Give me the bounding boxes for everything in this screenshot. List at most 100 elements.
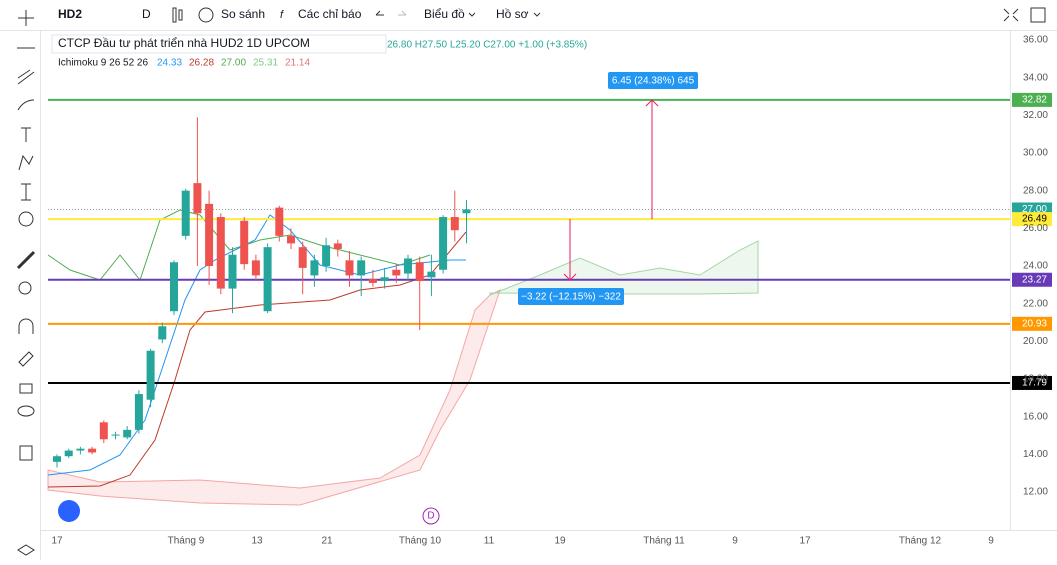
- annotation: −3.22 (−12.15%) −322: [521, 292, 621, 303]
- candle-body: [53, 456, 61, 462]
- candle-icon[interactable]: [172, 7, 177, 23]
- price-label: 16.00: [1023, 411, 1048, 422]
- indicator-value: 26.28: [189, 58, 214, 69]
- lock[interactable]: [19, 383, 33, 394]
- arrow-down: [563, 273, 577, 281]
- indicators[interactable]: Các chỉ báo: [298, 7, 362, 21]
- level-label: 20.93: [1022, 318, 1047, 329]
- candle-body: [345, 260, 354, 276]
- date-label: Tháng 12: [899, 536, 942, 547]
- pattern-tool[interactable]: [18, 154, 34, 171]
- candle-body: [228, 254, 237, 289]
- magnet[interactable]: [18, 318, 34, 334]
- price-label: 32.00: [1023, 110, 1048, 121]
- fullscreen[interactable]: [1003, 8, 1019, 22]
- text-tool[interactable]: [21, 127, 31, 142]
- candle-body: [439, 217, 448, 270]
- redo[interactable]: [398, 10, 407, 16]
- candle-body: [380, 277, 389, 282]
- candle-body: [99, 422, 108, 440]
- legend-name: CTCP Đầu tư phát triển nhà HUD2 1D UPCOM: [58, 36, 310, 50]
- price-label: 18.00: [1023, 374, 1048, 385]
- level-tag: [1012, 92, 1052, 107]
- candle-body: [263, 247, 272, 312]
- dividend-marker[interactable]: [422, 507, 440, 525]
- candle-body: [450, 217, 459, 231]
- chart-menu[interactable]: Biểu đồ: [424, 7, 465, 21]
- topbar: HD2 D So sánh f Các chỉ báo Biểu đồ Hồ s…: [58, 7, 1046, 23]
- ruler[interactable]: [16, 250, 36, 270]
- candle-body: [88, 448, 97, 453]
- level-tag: [1012, 272, 1052, 287]
- date-label: 17: [51, 536, 63, 547]
- visibility[interactable]: [17, 405, 35, 417]
- date-label: Tháng 11: [643, 536, 685, 547]
- candle-body: [404, 258, 412, 274]
- date-label: 19: [554, 536, 566, 547]
- axes: 36.00 34.00 32.00 30.00 28.00 26.00 24.00 22.00…: [51, 35, 1048, 547]
- lock-drawing[interactable]: [18, 351, 34, 367]
- screenshot[interactable]: [1030, 7, 1046, 23]
- price-label: 36.00: [1023, 35, 1048, 46]
- symbol[interactable]: HD2: [58, 7, 82, 21]
- indicator-value: 25.31: [253, 58, 278, 69]
- logo: [58, 500, 80, 522]
- compare-icon[interactable]: [198, 7, 214, 23]
- measure-tool[interactable]: [21, 183, 31, 201]
- candle-body: [216, 217, 225, 289]
- candle-body: [111, 434, 120, 436]
- candle-body: [298, 247, 307, 268]
- level-label: 26.49: [1022, 214, 1047, 225]
- compare[interactable]: So sánh: [221, 7, 265, 21]
- level-label: 27.00: [1022, 204, 1047, 215]
- candle-body: [76, 448, 85, 451]
- annotation-box: [608, 72, 698, 89]
- profile-menu[interactable]: Hồ sơ: [496, 7, 529, 21]
- candle-body: [134, 394, 143, 430]
- brush-tool[interactable]: [17, 99, 35, 111]
- undo[interactable]: [375, 10, 384, 16]
- price-label: 34.00: [1023, 72, 1048, 83]
- indicators-icon[interactable]: f: [280, 9, 284, 21]
- price-label: 30.00: [1023, 148, 1048, 159]
- candle-body: [251, 260, 260, 276]
- date-label: 9: [732, 536, 738, 547]
- candle-body: [392, 269, 401, 276]
- emoji-tool[interactable]: [18, 211, 34, 227]
- candle-body: [275, 207, 284, 236]
- layers[interactable]: [17, 544, 35, 556]
- candles: [53, 117, 471, 468]
- annotation-box: [518, 288, 624, 305]
- date-label: 9: [988, 536, 994, 547]
- price-label: 28.00: [1023, 185, 1048, 196]
- indicator-value: 27.00: [221, 58, 246, 69]
- price-label: 24.00: [1023, 261, 1048, 272]
- date-label: Tháng 10: [399, 536, 442, 547]
- legend-ohlc: 26.80 H27.50 L25.20 C27.00 +1.00 (+3.85%…: [387, 40, 587, 51]
- annotation: 6.45 (24.38%) 645: [612, 76, 695, 87]
- crosshair[interactable]: [18, 10, 34, 26]
- date-label: 13: [251, 536, 263, 547]
- price-label: 26.00: [1023, 223, 1048, 234]
- indicator-values: 24.33 26.28 27.00 25.31 21.14: [157, 58, 310, 69]
- zoom[interactable]: [18, 281, 32, 295]
- level-label: 23.27: [1022, 274, 1047, 285]
- candle-body: [158, 326, 167, 340]
- candle-body: [181, 190, 190, 236]
- kijun: [47, 231, 467, 488]
- indicator-name: Ichimoku 9 26 52 26: [58, 58, 148, 69]
- interval[interactable]: D: [142, 7, 151, 21]
- level-label: 32.82: [1022, 95, 1047, 106]
- fib-tool[interactable]: [17, 69, 35, 85]
- candle-body: [415, 262, 424, 282]
- trash[interactable]: [19, 445, 33, 461]
- legend-box: [51, 34, 387, 54]
- candle-body: [240, 220, 249, 265]
- date-label: Tháng 9: [168, 536, 205, 547]
- sidebar: [16, 10, 36, 556]
- candle-icon: [178, 9, 183, 21]
- candle-body: [205, 203, 214, 266]
- level-tag: [1012, 375, 1052, 390]
